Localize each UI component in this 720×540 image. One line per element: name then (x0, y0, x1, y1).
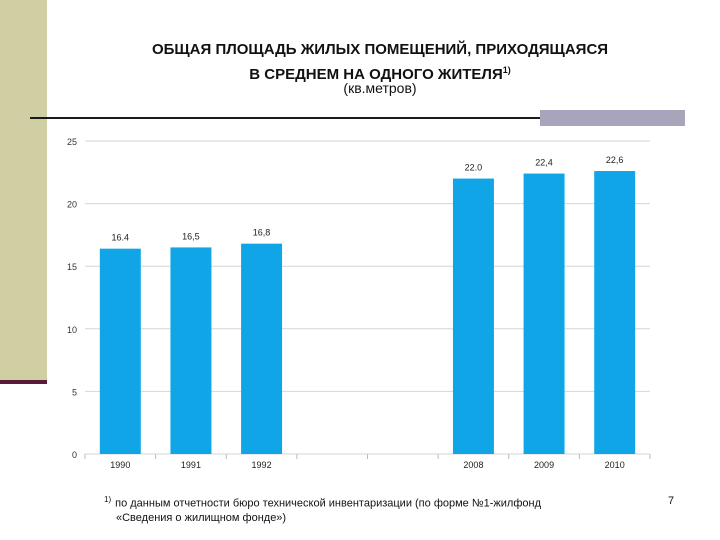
header-rule (30, 117, 685, 119)
title-footnote-mark: 1) (502, 65, 511, 75)
x-tick-label: 1991 (181, 460, 201, 470)
x-tick-label: 1992 (252, 460, 272, 470)
title-line-2-text: В СРЕДНЕМ НА ОДНОГО ЖИТЕЛЯ (249, 66, 503, 83)
chart-title: ОБЩАЯ ПЛОЩАДЬ ЖИЛЫХ ПОМЕЩЕНИЙ, ПРИХОДЯЩА… (100, 40, 660, 85)
bar (241, 243, 283, 454)
left-decor-band (0, 0, 47, 383)
data-label: 22,4 (535, 158, 553, 168)
bar (170, 247, 212, 454)
x-tick-label: 2010 (605, 460, 625, 470)
header-accent-block (540, 110, 685, 126)
data-label: 16.4 (112, 233, 130, 243)
y-tick-label: 5 (72, 387, 77, 397)
chart-subtitle: (кв.метров) (343, 80, 417, 96)
left-decor-rule (0, 380, 47, 384)
footnote-line-2: «Сведения о жилищном фонде») (116, 511, 287, 524)
bar (594, 171, 636, 454)
data-label: 16,8 (253, 228, 271, 238)
data-label: 22.0 (465, 163, 483, 173)
x-tick-label: 2008 (463, 460, 483, 470)
y-tick-label: 20 (67, 200, 77, 210)
data-label: 22,6 (606, 155, 624, 165)
y-tick-label: 0 (72, 450, 77, 460)
y-tick-label: 15 (67, 262, 77, 272)
data-label: 16,5 (182, 231, 200, 241)
bar (99, 248, 141, 454)
x-tick-label: 2009 (534, 460, 554, 470)
x-tick-label: 1990 (110, 460, 130, 470)
title-line-2: В СРЕДНЕМ НА ОДНОГО ЖИТЕЛЯ1) (100, 60, 660, 85)
footnote: 1) по данным отчетности бюро технической … (104, 493, 624, 525)
footnote-mark: 1) (104, 495, 112, 504)
y-tick-label: 25 (67, 137, 77, 147)
bar (452, 178, 494, 454)
page-number: 7 (668, 495, 675, 507)
y-tick-label: 10 (67, 325, 77, 335)
footnote-line-1: по данным отчетности бюро технической ин… (115, 497, 541, 510)
title-line-1: ОБЩАЯ ПЛОЩАДЬ ЖИЛЫХ ПОМЕЩЕНИЙ, ПРИХОДЯЩА… (151, 41, 609, 58)
bar (523, 173, 565, 454)
